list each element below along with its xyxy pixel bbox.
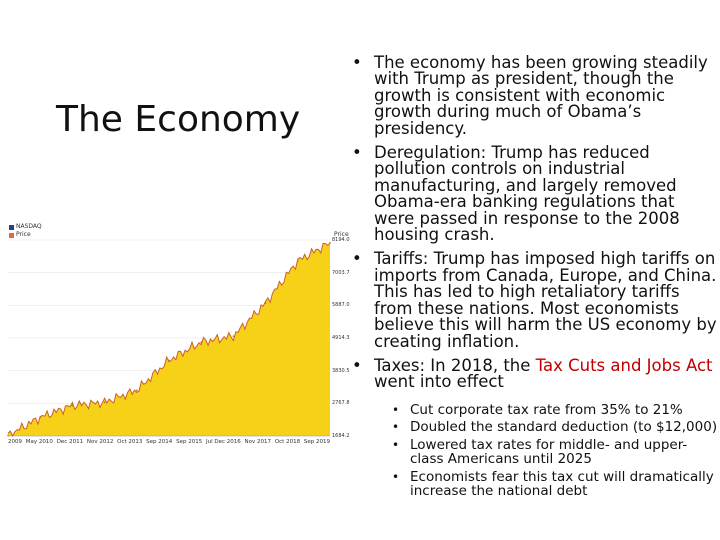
bullet-economy-growth: • The economy has been growing steadily … (346, 53, 718, 138)
chart-legend: NASDAQ Price (9, 223, 42, 239)
bullet-deregulation: • Deregulation: Trump has reduced pollut… (346, 143, 718, 245)
x-tick-label: Oct 2013 (117, 439, 143, 445)
x-tick-label: Nov 2017 (244, 439, 272, 445)
x-tick-label: Sep 2015 (176, 439, 203, 445)
x-tick-label: May 2010 (25, 439, 53, 445)
y-tick-label: 2767.8 (332, 400, 350, 407)
sub-bullet-lowered-rates: • Lowered tax rates for middle- and uppe… (346, 438, 718, 467)
bullet-dot: • (352, 249, 362, 269)
x-tick-label: Dec 2011 (56, 439, 84, 445)
sub-bullet-text: Lowered tax rates for middle- and upper-… (410, 436, 688, 468)
price-line (7, 242, 331, 438)
data-point (232, 335, 235, 337)
slide-title: The Economy (56, 99, 301, 140)
tax-suffix: went into effect (374, 372, 504, 392)
sub-bullet-standard-deduction: • Doubled the standard deduction (to $12… (346, 420, 718, 435)
legend-label-nasdaq: NASDAQ (16, 223, 42, 230)
sub-bullet-text: Cut corporate tax rate from 35% to 21% (410, 401, 683, 418)
data-point (39, 416, 41, 419)
x-tick-label: 2009 (8, 439, 22, 445)
bullet-text: Tariffs: Trump has imposed high tariffs … (374, 249, 717, 351)
bullet-dot: • (352, 53, 362, 72)
data-point (329, 242, 331, 244)
chart-svg (7, 239, 331, 438)
data-point (71, 404, 74, 407)
sub-bullet-text: Economists fear this tax cut will dramat… (410, 468, 714, 500)
y-tick-label: 3830.5 (332, 367, 350, 374)
x-tick-label: Sep 2014 (146, 439, 173, 445)
nasdaq-chart: NASDAQ Price Price 8194.0 7003.7 5887.0 491… (4, 222, 356, 460)
x-axis-ticks: 2009 May 2010 Dec 2011 Nov 2012 Oct 2013 Sep … (8, 439, 330, 445)
tax-prefix: Taxes: In 2018, the (374, 355, 536, 375)
price-area (8, 242, 330, 436)
sub-bullet-text: Doubled the standard deduction (to $12,0… (410, 419, 718, 436)
sub-bullet-national-debt: • Economists fear this tax cut will dram… (346, 470, 718, 499)
x-tick-label: Sep 2019 (303, 439, 330, 445)
data-point (136, 389, 138, 392)
data-point (200, 341, 202, 343)
sub-bullet-dot: • (392, 469, 400, 484)
bullet-dot: • (352, 143, 362, 163)
y-axis-label: Price (334, 231, 349, 238)
y-tick-label: 4914.3 (332, 335, 350, 341)
bullet-text: Deregulation: Trump has reduced pollutio… (374, 143, 680, 245)
bullet-dot: • (352, 355, 362, 375)
sub-bullet-dot: • (392, 437, 400, 452)
bullet-taxes: • Taxes: In 2018, the Tax Cuts and Jobs … (346, 355, 718, 392)
y-tick-label: 5887.0 (332, 302, 350, 309)
legend-swatch-nasdaq (9, 224, 14, 230)
y-tick-label: 8194.0 (332, 237, 350, 243)
legend-label-price: Price (16, 231, 31, 238)
tax-sub-bullets: • Cut corporate tax rate from 35% to 21%… (346, 401, 718, 499)
legend-swatch-price (9, 232, 14, 238)
x-tick-label: Jul Dec 2016 (205, 439, 241, 445)
x-tick-label: Nov 2012 (86, 439, 114, 445)
data-point (103, 401, 106, 404)
bullet-text: The economy has been growing steadily wi… (374, 53, 708, 138)
tax-act-highlight: Tax Cuts and Jobs Act (535, 355, 713, 375)
data-point (297, 260, 299, 262)
y-tick-label: 1684.2 (332, 433, 350, 439)
y-tick-label: 7003.7 (332, 269, 350, 276)
data-point (264, 302, 267, 304)
sub-bullet-dot: • (392, 402, 400, 417)
bullet-tariffs: • Tariffs: Trump has imposed high tariff… (346, 249, 718, 351)
data-point (168, 359, 170, 362)
sub-bullet-dot: • (392, 420, 400, 435)
bullet-list: • The economy has been growing steadily … (346, 53, 718, 502)
sub-bullet-corporate-rate: • Cut corporate tax rate from 35% to 21% (346, 401, 718, 418)
x-tick-label: Oct 2018 (274, 439, 301, 445)
